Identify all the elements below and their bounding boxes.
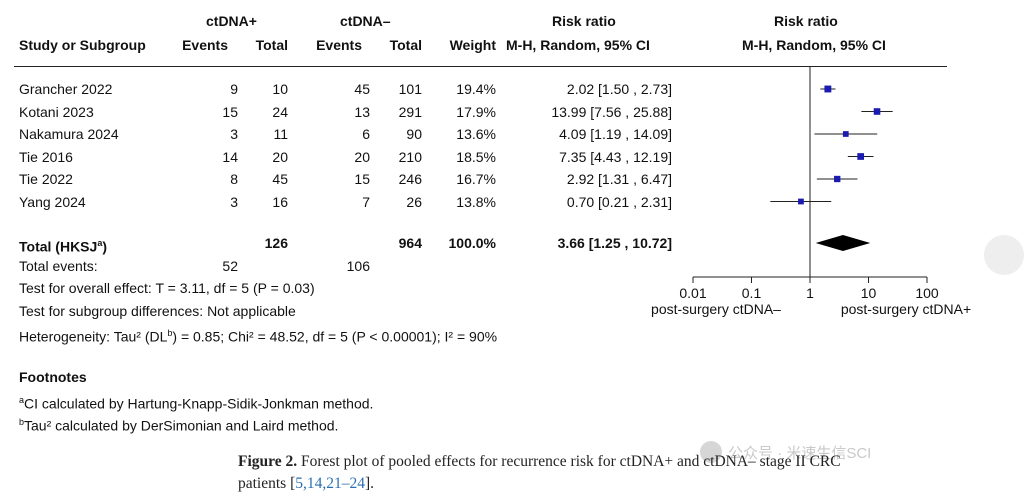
total-ctdna-neg: 210 — [398, 148, 422, 165]
forest-plot: 0.01 0.1 1 10 100 post-surgery ctDNA– post-sur… — [651, 67, 971, 317]
footnote-b: bTau² calculated by DerSimonian and Lair… — [19, 417, 339, 434]
weight-value: 16.7% — [456, 171, 496, 187]
left-favour-label: post-surgery ctDNA– — [651, 301, 781, 317]
x-tick-label: 0.01 — [679, 285, 706, 301]
risk-ratio-ci: 7.35 [4.43 , 12.19] — [559, 148, 672, 165]
header-rr-method-plot: M-H, Random, 95% CI — [742, 37, 886, 53]
pooled-effect-diamond — [815, 235, 871, 251]
header-events-2: Events — [316, 37, 362, 53]
total-ctdna-neg: 246 — [398, 171, 422, 187]
header-risk-ratio: Risk ratio — [552, 13, 616, 29]
header-study: Study or Subgroup — [19, 37, 146, 53]
total-ctdna-pos: 24 — [272, 103, 288, 120]
point-estimate-marker — [824, 85, 832, 93]
x-tick-label: 100 — [915, 285, 939, 301]
events-ctdna-pos: 3 — [230, 126, 238, 142]
total-ctdna-neg: 90 — [406, 126, 422, 142]
footnote-a: aCI calculated by Hartung-Knapp-Sidik-Jo… — [19, 395, 374, 412]
header-total-1: Total — [255, 37, 288, 53]
risk-ratio-ci: 0.70 [0.21 , 2.31] — [566, 193, 672, 210]
corner-blob — [984, 235, 1024, 275]
events-ctdna-pos: 8 — [230, 171, 238, 187]
events-ctdna-neg: 7 — [362, 193, 370, 210]
study-name: Yang 2024 — [19, 193, 86, 210]
header-events-1: Events — [182, 37, 228, 53]
total-n1: 126 — [264, 235, 288, 251]
header-group-ctdna-pos: ctDNA+ — [206, 13, 257, 29]
total-n2: 964 — [398, 235, 422, 251]
total-ctdna-neg: 291 — [398, 103, 422, 120]
total-ctdna-neg: 26 — [406, 193, 422, 210]
events-ctdna-pos: 14 — [222, 148, 238, 165]
header-group-ctdna-neg: ctDNA– — [340, 13, 391, 29]
total-weight: 100.0% — [448, 235, 496, 251]
events-ctdna-neg: 15 — [354, 171, 370, 187]
total-ctdna-pos: 16 — [272, 193, 288, 210]
total-ctdna-pos: 20 — [272, 148, 288, 165]
weight-value: 17.9% — [456, 103, 496, 120]
point-estimate-marker — [873, 108, 881, 115]
header-rule — [14, 66, 947, 67]
events-ctdna-neg: 20 — [354, 148, 370, 165]
events-ctdna-neg: 13 — [354, 103, 370, 120]
heterogeneity-line: Heterogeneity: Tau² (DLb) = 0.85; Chi² =… — [19, 328, 498, 345]
study-name: Nakamura 2024 — [19, 126, 119, 142]
weight-value: 18.5% — [456, 148, 496, 165]
header-risk-ratio-plot: Risk ratio — [774, 13, 838, 29]
point-estimate-marker — [857, 153, 865, 160]
risk-ratio-ci: 13.99 [7.56 , 25.88] — [551, 103, 672, 120]
total-ctdna-neg: 101 — [398, 81, 422, 97]
weight-value: 19.4% — [456, 81, 496, 97]
wechat-icon — [700, 441, 722, 463]
header-total-2: Total — [389, 37, 422, 53]
figure-caption: Figure 2. Forest plot of pooled effects … — [238, 453, 841, 492]
events-ctdna-pos: 3 — [230, 193, 238, 210]
total-ctdna-pos: 45 — [272, 171, 288, 187]
total-ctdna-pos: 10 — [272, 81, 288, 97]
total-events-e1: 52 — [222, 258, 238, 274]
citation-links[interactable]: 5,14,21–24 — [295, 475, 365, 492]
test-subgroup-differences: Test for subgroup differences: Not appli… — [19, 303, 296, 319]
events-ctdna-pos: 15 — [222, 103, 238, 120]
total-ctdna-pos: 11 — [273, 126, 288, 142]
study-name: Tie 2016 — [19, 148, 73, 165]
x-tick-label: 0.1 — [742, 285, 762, 301]
events-ctdna-neg: 6 — [362, 126, 370, 142]
point-estimate-marker — [842, 131, 849, 137]
weight-value: 13.6% — [456, 126, 496, 142]
total-label: Total (HKSJa) — [19, 238, 107, 255]
x-tick-label: 1 — [806, 285, 814, 301]
risk-ratio-ci: 4.09 [1.19 , 14.09] — [559, 126, 672, 142]
study-name: Grancher 2022 — [19, 81, 113, 97]
total-ci-text: 3.66 [1.25 , 10.72] — [557, 235, 672, 251]
point-estimate-marker — [834, 175, 841, 183]
point-estimate-marker — [798, 198, 804, 205]
x-tick-label: 10 — [861, 285, 877, 301]
test-overall-effect: Test for overall effect: T = 3.11, df = … — [19, 280, 315, 296]
study-name: Kotani 2023 — [19, 103, 94, 120]
risk-ratio-ci: 2.92 [1.31 , 6.47] — [566, 171, 672, 187]
events-ctdna-pos: 9 — [230, 81, 238, 97]
risk-ratio-ci: 2.02 [1.50 , 2.73] — [566, 81, 672, 97]
total-events-label: Total events: — [19, 258, 98, 274]
header-weight: Weight — [449, 37, 496, 53]
weight-value: 13.8% — [456, 193, 496, 210]
footnotes-title: Footnotes — [19, 369, 87, 385]
watermark-text: 公众号 · 米速生信SCI — [728, 445, 872, 462]
study-name: Tie 2022 — [19, 171, 73, 187]
events-ctdna-neg: 45 — [354, 81, 370, 97]
right-favour-label: post-surgery ctDNA+ — [841, 301, 971, 317]
header-rr-method: M-H, Random, 95% CI — [506, 37, 650, 53]
total-events-e2: 106 — [346, 258, 370, 274]
